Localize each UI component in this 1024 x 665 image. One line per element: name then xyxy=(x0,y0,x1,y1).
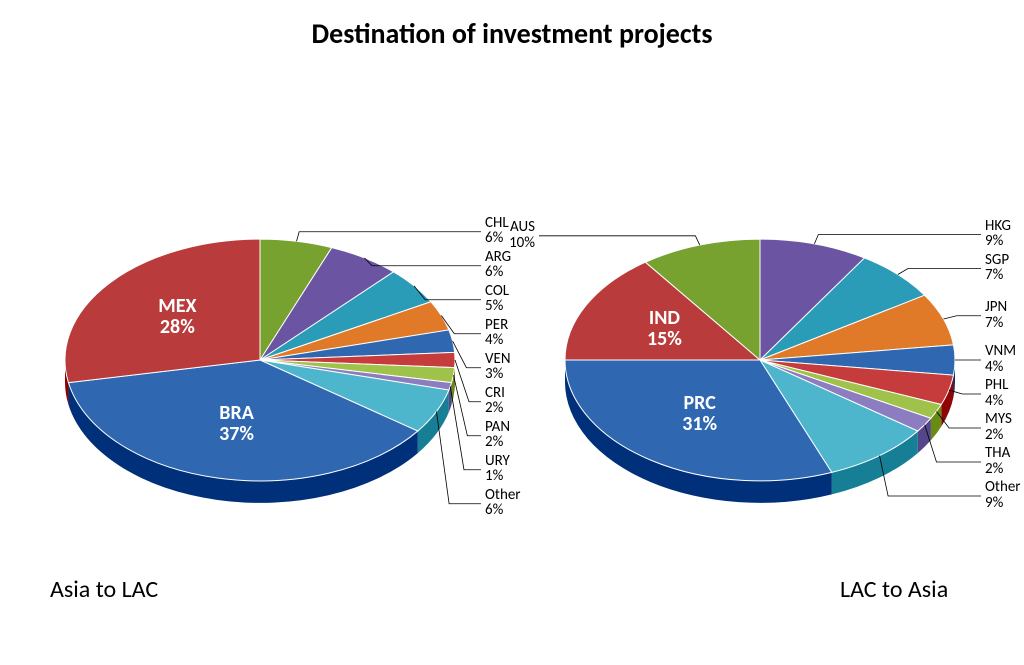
slice-label-AUS: AUS10% xyxy=(465,220,535,252)
leader-line xyxy=(539,236,700,245)
leader-line xyxy=(814,235,981,244)
slice-label-SGP: SGP7% xyxy=(985,253,1024,285)
pie-svg-lac_to_asia xyxy=(0,0,1024,665)
slice-label-HKG: HKG9% xyxy=(985,219,1024,251)
pie-chart-lac_to_asia: PRC31% IND15% AUS10% HKG9%SGP7% JPN7% VNM4%PH… xyxy=(0,0,1024,665)
slice-label-PHL: PHL4% xyxy=(985,378,1024,410)
leader-line xyxy=(898,269,981,275)
leader-line xyxy=(943,316,981,319)
slice-label-PRC: PRC31% xyxy=(650,393,750,435)
slice-label-MYS: MYS2% xyxy=(985,412,1024,444)
slice-label-THA: THA2% xyxy=(985,446,1024,478)
slice-label-IND: IND15% xyxy=(614,308,714,350)
slice-label-JPN: JPN7% xyxy=(985,300,1024,332)
slice-label-VNM: VNM4% xyxy=(985,344,1024,376)
subtitle-lac_to_asia: LAC to Asia xyxy=(840,575,948,604)
slice-label-Other: Other9% xyxy=(985,480,1024,512)
